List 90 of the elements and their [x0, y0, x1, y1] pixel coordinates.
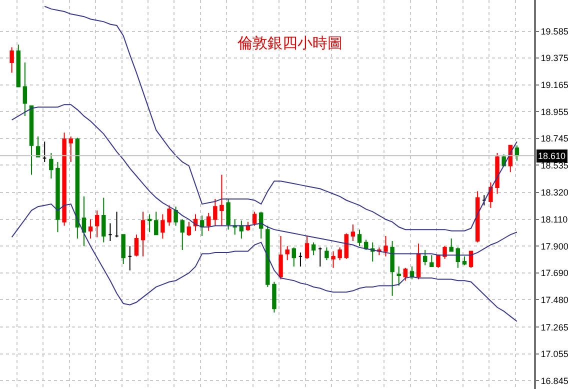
candlestick	[186, 221, 192, 236]
candlestick	[220, 174, 224, 226]
y-tick-label: 17.900	[540, 241, 568, 252]
candlestick	[121, 234, 126, 265]
y-tick-label: 17.055	[540, 349, 568, 360]
candlestick	[167, 204, 172, 226]
candlestick	[62, 132, 66, 226]
candlestick	[344, 232, 348, 260]
y-tick-label: 18.320	[540, 188, 568, 198]
candlestick	[252, 211, 257, 226]
candlestick	[42, 141, 47, 162]
candlestick	[403, 267, 408, 282]
candlestick	[422, 249, 428, 266]
candlestick	[430, 254, 434, 268]
candlestick	[82, 196, 86, 247]
candlestick	[502, 154, 506, 166]
candlestick	[266, 225, 270, 288]
candlestick	[514, 144, 520, 162]
candlestick	[338, 246, 342, 261]
candlestick	[390, 240, 394, 296]
candlestick	[304, 235, 310, 260]
candlestick	[174, 206, 178, 226]
candlestick	[68, 136, 73, 162]
candlestick	[22, 62, 28, 117]
candlestick	[226, 198, 230, 230]
line-series	[11, 204, 518, 322]
candlestick	[311, 242, 316, 256]
candlestick	[278, 235, 283, 280]
candlestick	[495, 152, 500, 194]
y-tick-label: 17.690	[540, 268, 568, 278]
candlestick	[10, 46, 14, 74]
candlestick	[114, 211, 119, 238]
candlestick	[160, 214, 165, 239]
y-tick-label: 19.375	[540, 53, 568, 64]
candlestick	[410, 266, 414, 280]
candlestick	[318, 246, 322, 268]
candlestick	[75, 137, 80, 239]
candlestick	[200, 215, 204, 236]
candlestick	[102, 197, 106, 243]
candlestick	[94, 210, 100, 238]
candlestick	[370, 242, 375, 262]
candlestick	[29, 105, 34, 176]
y-tick-label: 16.845	[540, 376, 568, 386]
candlestick	[436, 254, 440, 268]
candlestick	[128, 246, 132, 271]
candlestick	[206, 212, 211, 232]
candlestick	[49, 152, 54, 180]
candlestick	[140, 211, 146, 257]
text: 倫敦銀四小時圖	[236, 34, 342, 52]
candlestick	[285, 246, 290, 261]
candlestick	[462, 256, 467, 266]
candlestick	[272, 281, 276, 313]
candlestick	[384, 235, 388, 257]
candlestick	[482, 194, 486, 206]
candlestick	[396, 266, 401, 286]
y-tick-label: 17.480	[540, 294, 568, 305]
candlestick	[88, 218, 93, 239]
candlestick	[442, 246, 447, 260]
candlestick	[180, 218, 184, 250]
candlestick	[36, 136, 40, 158]
y-tick-label: 19.165	[540, 80, 568, 90]
line-series	[44, 6, 518, 232]
ref-line-label: 18.610	[538, 151, 566, 161]
candlestick	[449, 238, 454, 252]
candlestick	[475, 190, 480, 243]
candlestick	[324, 246, 329, 261]
candlestick	[488, 182, 493, 208]
candlestick	[154, 211, 158, 236]
y-tick-label: 18.535	[540, 160, 568, 170]
candlestick	[213, 198, 218, 226]
candlestick	[357, 229, 362, 247]
candlestick	[16, 44, 20, 88]
candlestick	[298, 252, 303, 268]
candlestick	[292, 246, 296, 268]
y-tick-label: 17.265	[540, 322, 568, 332]
candlestick	[350, 224, 356, 242]
candlestick	[258, 211, 264, 239]
candlestick	[416, 243, 421, 280]
candlestick	[134, 234, 139, 257]
line-series	[11, 104, 518, 256]
y-tick-label: 18.955	[540, 106, 568, 117]
candlestick	[56, 161, 60, 233]
y-tick-label: 18.110	[540, 214, 568, 225]
candlestick	[239, 220, 244, 239]
candlestick	[456, 246, 460, 268]
candlestick	[147, 214, 152, 233]
y-tick-label: 18.745	[540, 134, 568, 144]
candlestick	[331, 250, 336, 268]
candlestick	[108, 222, 112, 242]
y-tick-label: 19.585	[540, 26, 568, 36]
